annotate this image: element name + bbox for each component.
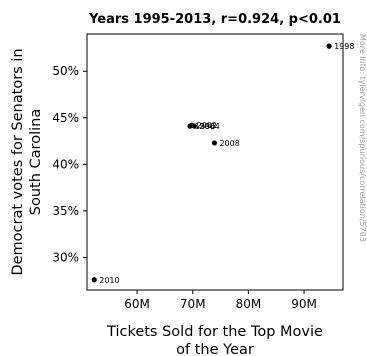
x-axis-label-line-2: of the Year [176, 342, 254, 356]
data-point-label-2010: 2010 [99, 276, 119, 285]
data-point-label-1998: 1998 [334, 42, 354, 51]
x-axis: 60M 70M 80M 90M [124, 290, 317, 311]
data-point-label-2008: 2008 [219, 139, 239, 148]
y-axis-label-line-2: South Carolina [28, 109, 44, 215]
data-point-1996 [187, 123, 193, 129]
data-point-2010 [91, 277, 97, 283]
data-point-label-2002: 2002 [197, 121, 217, 130]
y-tick-label: 35% [52, 204, 79, 218]
data-point-1998 [326, 43, 332, 49]
y-tick-label: 50% [52, 64, 79, 78]
y-tick-label: 40% [52, 157, 79, 171]
x-tick-label: 60M [124, 297, 150, 311]
x-tick-label: 70M [180, 297, 206, 311]
data-point-label-2004: 2004 [199, 122, 219, 131]
y-tick-label: 30% [52, 250, 79, 264]
data-point-2004 [191, 123, 198, 129]
y-tick-label: 45% [52, 111, 79, 125]
plot-frame [86, 33, 344, 291]
chart-title: Years 1995-2013, r=0.924, p<0.01 [88, 12, 341, 27]
watermark: More info: tylervigen.com/spurious/corre… [358, 34, 367, 242]
data-point-2008 [211, 140, 218, 146]
y-axis: 30% 35% 40% 45% 50% [52, 64, 87, 264]
data-point-label-1996: 1996 [195, 122, 215, 131]
y-axis-label-line-1: Democrat votes for Senators in [10, 48, 26, 275]
x-tick-label: 90M [291, 297, 317, 311]
x-axis-label-line-1: Tickets Sold for the Top Movie [106, 324, 323, 340]
x-tick-label: 80M [236, 297, 262, 311]
